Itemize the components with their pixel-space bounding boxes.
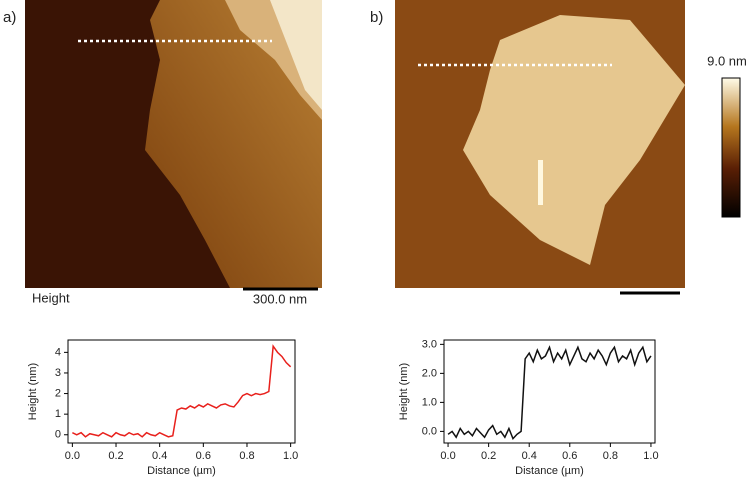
channel-label: Height <box>32 290 70 305</box>
y-tick-label: 0 <box>55 429 61 441</box>
x-tick-label: 0.8 <box>239 450 254 462</box>
y-tick-label: 4 <box>55 346 61 358</box>
afm-image-a <box>25 0 322 288</box>
y-tick-label: 3.0 <box>422 338 437 350</box>
plot-frame <box>67 339 296 444</box>
y-tick-label: 3 <box>55 367 61 379</box>
colorbar-label: 9.0 nm <box>707 53 747 68</box>
x-tick-label: 0.2 <box>481 450 496 462</box>
line-series <box>447 345 652 441</box>
y-tick-label: 0.0 <box>422 425 437 437</box>
y-tick-label: 1.0 <box>422 396 437 408</box>
plot-frame <box>443 339 656 444</box>
x-tick-label: 1.0 <box>643 450 658 462</box>
y-tick-label: 1 <box>55 408 61 420</box>
x-tick-label: 0.8 <box>603 450 618 462</box>
y-axis-label: Height (nm) <box>398 363 410 420</box>
x-axis-label: Distance (µm) <box>147 465 216 477</box>
x-tick-label: 0.0 <box>440 450 455 462</box>
colorbar <box>721 77 741 218</box>
y-tick-label: 2.0 <box>422 367 437 379</box>
x-tick-label: 0.6 <box>562 450 577 462</box>
panel-label: a) <box>3 9 16 26</box>
x-tick-label: 0.4 <box>522 450 537 462</box>
x-tick-label: 0.0 <box>65 450 80 462</box>
line-series <box>72 344 292 438</box>
afm-image-b <box>395 0 685 288</box>
x-tick-label: 0.6 <box>196 450 211 462</box>
x-axis-label: Distance (µm) <box>515 465 584 477</box>
panel-label: b) <box>370 9 383 26</box>
y-axis-label: Height (nm) <box>27 363 39 420</box>
y-tick-label: 2 <box>55 387 61 399</box>
x-tick-label: 0.2 <box>108 450 123 462</box>
x-tick-label: 0.4 <box>152 450 167 462</box>
x-tick-label: 1.0 <box>283 450 298 462</box>
scale-bar-label: 300.0 nm <box>253 291 307 306</box>
